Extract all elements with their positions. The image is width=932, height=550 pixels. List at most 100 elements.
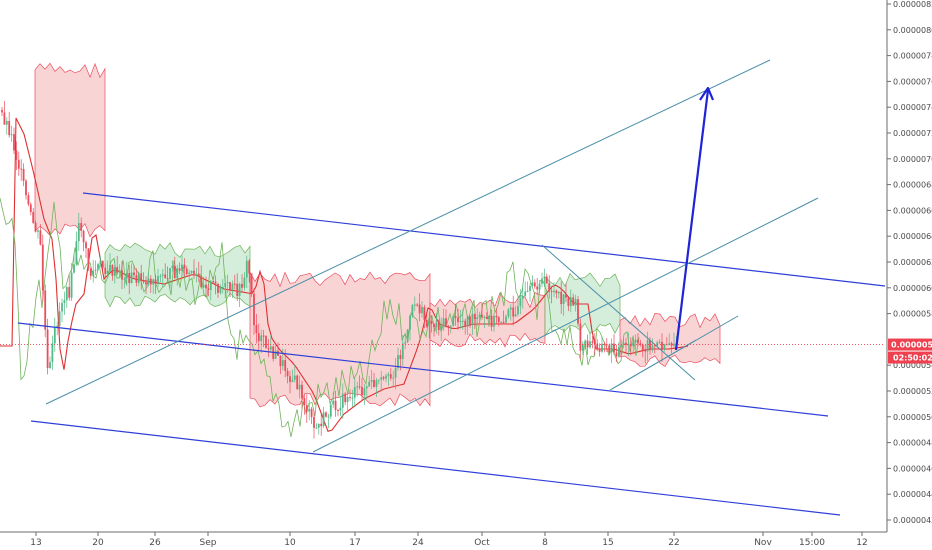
- channel-lower-line[interactable]: [30, 420, 841, 516]
- x-tick-label: 15: [602, 538, 613, 548]
- target-arrow-head: [699, 86, 715, 101]
- candle-body: [255, 325, 258, 334]
- candle-body: [77, 223, 80, 242]
- candle-body: [435, 322, 438, 328]
- candle-body: [181, 264, 183, 271]
- candle-body: [505, 316, 507, 323]
- candle-body: [183, 264, 186, 269]
- candle-body: [293, 375, 296, 380]
- trend-line-middle[interactable]: [312, 197, 819, 453]
- candle-body: [125, 272, 128, 279]
- x-tick-label: 22: [668, 538, 679, 548]
- candle-body: [409, 315, 411, 330]
- drawings: [0, 59, 886, 516]
- candle-body: [303, 398, 306, 406]
- candle-body: [87, 248, 90, 269]
- candle-body: [629, 344, 632, 347]
- trend-line-upper[interactable]: [45, 59, 771, 405]
- candle-body: [445, 318, 447, 326]
- y-tick-label: 0.00000540: [893, 361, 932, 370]
- price-axis[interactable]: 0.00000820 0.00000800 0.00000780 0.00000760…: [886, 0, 932, 532]
- candle-body: [322, 412, 325, 427]
- candle-body: [668, 343, 671, 345]
- candle-body: [644, 350, 647, 352]
- candle-body: [418, 304, 421, 314]
- candle-body: [389, 374, 392, 379]
- candle-body: [517, 306, 519, 315]
- candle-body: [63, 300, 66, 304]
- candle-body: [353, 387, 356, 398]
- candle-body: [284, 360, 287, 371]
- y-tick-label: 0.00000440: [893, 490, 932, 499]
- candle-body: [673, 343, 675, 346]
- candle-body: [109, 265, 111, 272]
- x-tick-label: 10: [284, 538, 296, 548]
- candle-body: [327, 416, 330, 418]
- candle-body: [157, 276, 159, 285]
- candle-body: [82, 230, 85, 243]
- candle-body: [440, 326, 443, 331]
- y-tick-label: 0.00000740: [893, 103, 932, 112]
- wedge-line-lower[interactable]: [611, 339, 697, 390]
- candle-body: [634, 339, 637, 343]
- candle-body: [10, 134, 13, 136]
- candle-body: [646, 340, 649, 352]
- ichimoku-cloud: [0, 62, 721, 437]
- candle-body: [593, 342, 596, 344]
- candle-body: [512, 307, 515, 317]
- x-tick-label: 17: [349, 538, 360, 548]
- candle-body: [104, 267, 107, 274]
- time-axis[interactable]: 13 20 26 Sep 10 17 24 Oct 8 15 22 Nov 15:00 12: [0, 531, 887, 548]
- y-tick-label: 0.00000500: [893, 413, 932, 422]
- candle-body: [97, 264, 99, 270]
- channel-upper-line[interactable]: [82, 192, 886, 287]
- candle-body: [37, 230, 39, 232]
- candle-body: [320, 423, 323, 427]
- candle-body: [421, 307, 423, 314]
- current-price-badge: 0.00000556 02:50:02: [888, 338, 932, 364]
- candle-body: [433, 323, 435, 328]
- candle-body: [670, 343, 673, 346]
- candle-body: [627, 344, 630, 346]
- countdown-label: 02:50:02: [893, 354, 932, 363]
- candle-body: [351, 397, 354, 399]
- channel-middle-line[interactable]: [17, 322, 829, 417]
- wedge-line-upper[interactable]: [541, 244, 696, 381]
- candle-body: [603, 343, 606, 345]
- candle-body: [8, 121, 11, 136]
- candle-body: [507, 309, 510, 317]
- cloud-segment: [34, 62, 106, 238]
- candle-body: [483, 316, 486, 318]
- candle-body: [464, 320, 467, 327]
- candle-body: [641, 344, 644, 351]
- candle-body: [154, 279, 157, 285]
- candle-body: [569, 297, 572, 307]
- candle-body: [555, 290, 558, 294]
- candle-body: [202, 284, 205, 288]
- candle-body: [536, 286, 539, 290]
- candle-body: [13, 134, 15, 151]
- candle-body: [58, 311, 61, 326]
- candle-body: [149, 278, 152, 285]
- candle-body: [385, 375, 387, 379]
- candle-body: [661, 341, 663, 350]
- candle-body: [651, 345, 654, 351]
- candle-body: [99, 260, 102, 265]
- target-arrow-line[interactable]: [674, 89, 710, 351]
- candle-body: [56, 325, 59, 328]
- candle-body: [212, 281, 215, 283]
- cloud-segment: [429, 292, 546, 348]
- candle-body: [236, 283, 239, 296]
- candle-body: [121, 270, 123, 280]
- candle-body: [577, 299, 579, 324]
- candle-body: [214, 281, 217, 284]
- candle-body: [649, 340, 651, 351]
- candle-body: [584, 340, 587, 344]
- candle-body: [574, 299, 577, 306]
- candle-body: [34, 222, 37, 232]
- candle-body: [221, 286, 224, 288]
- candle-body: [44, 290, 47, 330]
- y-tick-label: 0.00000620: [893, 258, 932, 267]
- candle-body: [392, 377, 395, 379]
